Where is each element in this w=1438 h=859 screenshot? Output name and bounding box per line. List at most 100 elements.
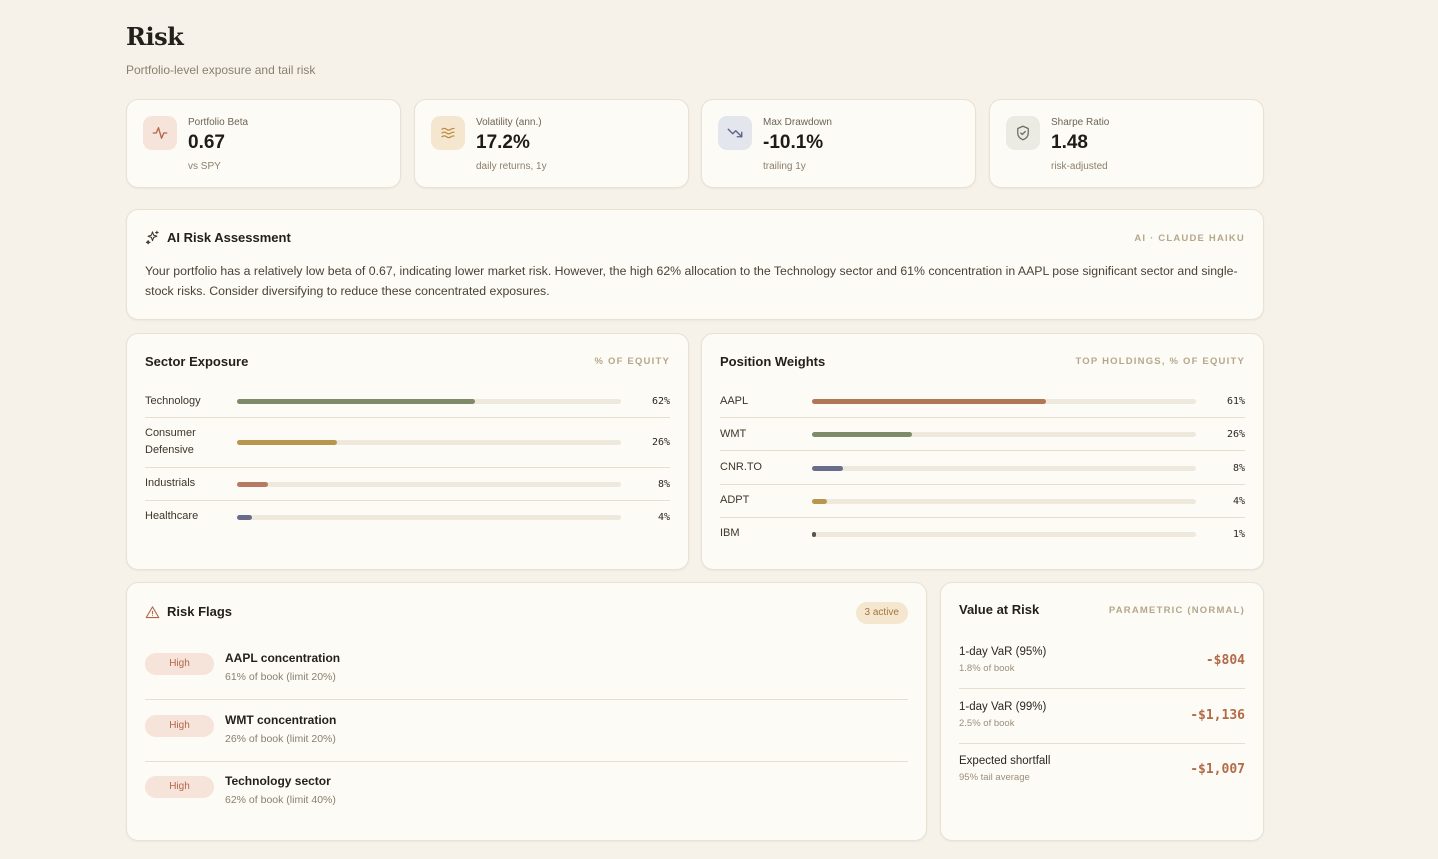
var-tag: PARAMETRIC (NORMAL) <box>1108 605 1245 616</box>
bar-track <box>237 440 621 445</box>
page-title: Risk <box>126 22 184 51</box>
sector-row: Healthcare 4% <box>145 501 670 534</box>
value-at-risk-card: Value at Risk PARAMETRIC (NORMAL) 1-day … <box>940 582 1264 841</box>
stat-value: 1.48 <box>1051 132 1088 153</box>
var-row: Expected shortfall 95% tail average -$1,… <box>959 744 1245 799</box>
var-title: Value at Risk <box>959 602 1040 617</box>
stat-card-beta: Portfolio Beta 0.67 vs SPY <box>126 99 401 188</box>
sparkles-icon <box>145 230 160 250</box>
risk-flags-card: Risk Flags 3 active High AAPL concentrat… <box>126 582 927 841</box>
sector-tag: % OF EQUITY <box>594 356 670 367</box>
risk-flag-detail: 61% of book (limit 20%) <box>225 671 336 683</box>
sector-pct: 8% <box>657 479 670 490</box>
risk-flags-title: Risk Flags <box>167 604 233 619</box>
var-sub: 95% tail average <box>959 772 1030 783</box>
bar-track <box>812 532 1196 537</box>
severity-badge: High <box>145 653 214 675</box>
var-row: 1-day VaR (95%) 1.8% of book -$804 <box>959 634 1245 689</box>
risk-flag-item[interactable]: High Technology sector 62% of book (limi… <box>145 761 908 823</box>
position-row: WMT 26% <box>720 418 1245 451</box>
sector-title: Sector Exposure <box>145 354 249 369</box>
risk-flag-detail: 62% of book (limit 40%) <box>225 794 336 806</box>
risk-flag-title: AAPL concentration <box>225 651 341 665</box>
warning-triangle-icon <box>145 605 160 625</box>
severity-badge: High <box>145 776 214 798</box>
position-pct: 1% <box>1232 529 1245 540</box>
stat-sub: daily returns, 1y <box>476 161 547 172</box>
bar-fill <box>237 440 337 445</box>
risk-flag-detail: 26% of book (limit 20%) <box>225 733 336 745</box>
position-pct: 26% <box>1226 429 1245 440</box>
bar-fill <box>237 399 475 404</box>
bar-track <box>812 399 1196 404</box>
var-label: 1-day VaR (99%) <box>959 701 1047 713</box>
var-label: 1-day VaR (95%) <box>959 646 1047 658</box>
position-pct: 8% <box>1232 463 1245 474</box>
stat-sub: trailing 1y <box>763 161 806 172</box>
position-pct: 4% <box>1232 496 1245 507</box>
stat-card-drawdown: Max Drawdown -10.1% trailing 1y <box>701 99 976 188</box>
bar-track <box>812 432 1196 437</box>
bar-fill <box>812 499 827 504</box>
var-sub: 2.5% of book <box>959 718 1015 729</box>
sector-name: Industrials <box>145 477 196 489</box>
sector-pct: 26% <box>651 437 670 448</box>
trending-down-icon <box>718 116 752 150</box>
positions-title: Position Weights <box>720 354 826 369</box>
position-row: ADPT 4% <box>720 485 1245 518</box>
bar-fill <box>812 399 1046 404</box>
active-count-badge: 3 active <box>855 602 908 624</box>
var-sub: 1.8% of book <box>959 663 1015 674</box>
bar-fill <box>812 466 843 471</box>
sector-pct: 62% <box>651 396 670 407</box>
var-value: -$1,136 <box>1190 708 1245 723</box>
var-label: Expected shortfall <box>959 755 1051 767</box>
stat-value: 0.67 <box>188 132 225 153</box>
stat-value: 17.2% <box>476 132 530 153</box>
waves-icon <box>431 116 465 150</box>
page-subtitle: Portfolio-level exposure and tail risk <box>126 63 316 77</box>
risk-flag-item[interactable]: High AAPL concentration 61% of book (lim… <box>145 638 908 700</box>
bar-fill <box>237 482 268 487</box>
var-value: -$1,007 <box>1190 762 1245 777</box>
shield-check-icon <box>1006 116 1040 150</box>
position-pct: 61% <box>1226 396 1245 407</box>
stat-value: -10.1% <box>763 132 824 153</box>
sector-name: Technology <box>145 395 201 407</box>
severity-badge: High <box>145 715 214 737</box>
sector-pct: 4% <box>657 512 670 523</box>
position-ticker: WMT <box>720 428 747 440</box>
stat-label: Sharpe Ratio <box>1051 117 1110 128</box>
bar-track <box>237 482 621 487</box>
bar-track <box>812 499 1196 504</box>
var-value: -$804 <box>1205 653 1245 668</box>
position-ticker: ADPT <box>720 494 750 506</box>
sector-row: Consumer Defensive 26% <box>145 418 670 468</box>
var-row: 1-day VaR (99%) 2.5% of book -$1,136 <box>959 689 1245 744</box>
bar-fill <box>812 432 912 437</box>
sector-exposure-card: Sector Exposure % OF EQUITY Technology 6… <box>126 333 689 570</box>
position-ticker: AAPL <box>720 395 749 407</box>
ai-assessment-text: Your portfolio has a relatively low beta… <box>145 264 1238 298</box>
ai-risk-assessment-card: AI Risk Assessment AI · CLAUDE HAIKU You… <box>126 209 1264 320</box>
bar-fill <box>812 532 816 537</box>
position-row: CNR.TO 8% <box>720 451 1245 485</box>
sector-name: Healthcare <box>145 510 199 522</box>
position-weights-card: Position Weights TOP HOLDINGS, % OF EQUI… <box>701 333 1264 570</box>
risk-flag-title: WMT concentration <box>225 713 337 727</box>
risk-flag-item[interactable]: High WMT concentration 26% of book (limi… <box>145 700 908 762</box>
activity-icon <box>143 116 177 150</box>
bar-fill <box>237 515 252 520</box>
stat-label: Portfolio Beta <box>188 117 249 128</box>
bar-track <box>812 466 1196 471</box>
stat-label: Max Drawdown <box>763 117 832 128</box>
bar-track <box>237 515 621 520</box>
risk-flag-title: Technology sector <box>225 774 331 788</box>
ai-title: AI Risk Assessment <box>167 230 291 245</box>
position-row: AAPL 61% <box>720 385 1245 418</box>
position-ticker: IBM <box>720 527 740 539</box>
stat-card-sharpe: Sharpe Ratio 1.48 risk-adjusted <box>989 99 1264 188</box>
ai-model-tag: AI · CLAUDE HAIKU <box>1134 233 1245 244</box>
position-ticker: CNR.TO <box>720 461 762 473</box>
stat-sub: vs SPY <box>188 161 221 172</box>
